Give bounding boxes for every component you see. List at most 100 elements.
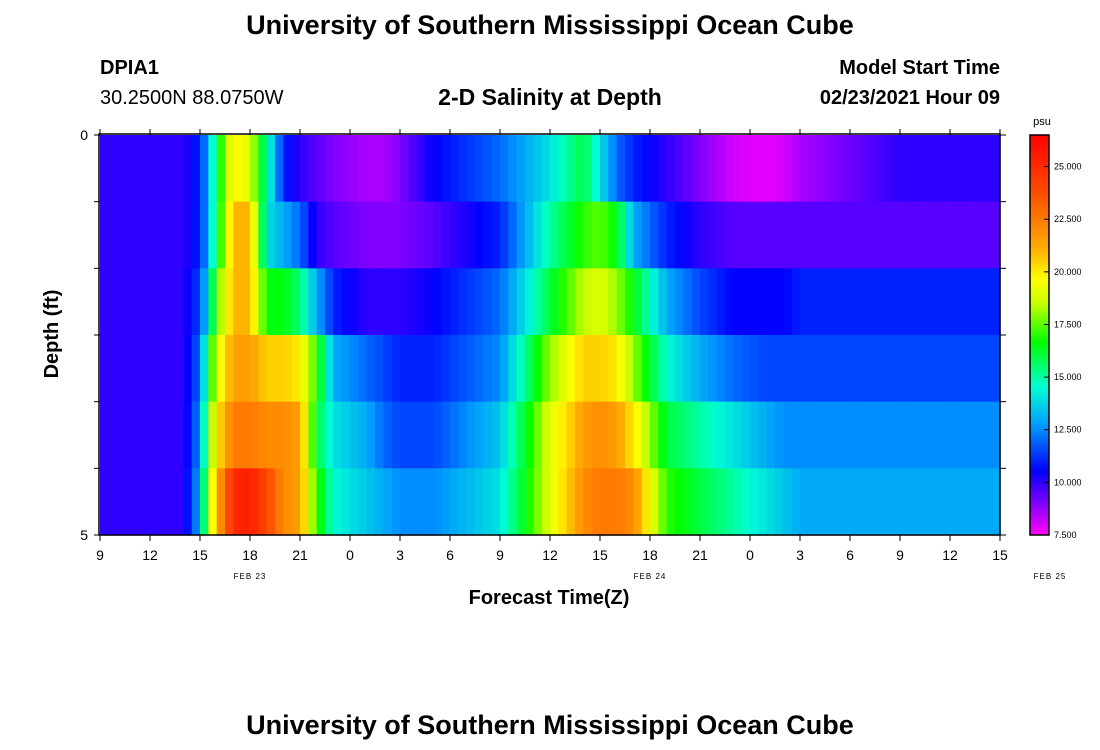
heatmap-cell — [208, 335, 218, 403]
heatmap-cell — [766, 268, 776, 336]
x-axis: 9 12 15 18 21 0 3 6 9 12 15 18 21 0 3 6 9 12 15 FEB 23 FEB 2… — [96, 129, 1067, 581]
heatmap-cell — [825, 335, 834, 403]
heatmap-cell — [341, 135, 351, 203]
heatmap-cell — [225, 135, 234, 203]
x-tick-label: 15 — [592, 547, 608, 563]
x-tick-label: 6 — [446, 547, 454, 563]
heatmap-cell — [816, 135, 826, 203]
heatmap-cell — [866, 201, 876, 269]
heatmap-cell — [825, 468, 834, 536]
heatmap-cell — [716, 335, 726, 403]
heatmap-cell — [750, 268, 759, 336]
heatmap-cell — [675, 335, 684, 403]
heatmap-cell — [858, 201, 868, 269]
x-tick-label: 9 — [96, 547, 104, 563]
heatmap-cell — [391, 201, 401, 269]
heatmap-cell — [233, 135, 243, 203]
heatmap-cell — [725, 335, 734, 403]
heatmap-cell — [625, 201, 634, 269]
heatmap-cell — [600, 268, 609, 336]
heatmap-cell — [125, 135, 134, 203]
heatmap-cell — [666, 401, 676, 469]
heatmap-cell — [516, 335, 526, 403]
heatmap-cell — [375, 401, 384, 469]
heatmap-cell — [933, 135, 943, 203]
x-tick-label: 3 — [396, 547, 404, 563]
heatmap-cell — [266, 135, 276, 203]
heatmap-cell — [900, 135, 909, 203]
heatmap-cell — [200, 335, 209, 403]
heatmap-cell — [225, 468, 234, 536]
heatmap-cell — [683, 401, 693, 469]
heatmap-cell — [716, 268, 726, 336]
heatmap-cell — [875, 468, 884, 536]
heatmap-cell — [208, 135, 218, 203]
heatmap-cell — [325, 201, 334, 269]
heatmap-cell — [108, 401, 118, 469]
heatmap-cell — [541, 201, 551, 269]
colorbar-tick-label: 17.500 — [1054, 319, 1082, 329]
heatmap-cell — [350, 468, 359, 536]
heatmap-cell — [258, 401, 268, 469]
heatmap-cell — [266, 401, 276, 469]
heatmap-cell — [458, 401, 468, 469]
heatmap-cell — [133, 335, 143, 403]
heatmap-cell — [241, 135, 251, 203]
heatmap-cell — [100, 468, 109, 536]
heatmap-cell — [891, 268, 901, 336]
heatmap-cell — [483, 135, 493, 203]
station-id: DPIA1 — [100, 57, 159, 79]
heatmap-cell — [508, 201, 518, 269]
heatmap-cell — [966, 335, 976, 403]
heatmap-cell — [525, 201, 534, 269]
heatmap-cell — [533, 201, 543, 269]
heatmap-cell — [583, 268, 593, 336]
heatmap-cell — [225, 335, 234, 403]
heatmap-cell — [100, 135, 109, 203]
heatmap-cell — [125, 401, 134, 469]
heatmap-cell — [666, 201, 676, 269]
heatmap-cell — [133, 401, 143, 469]
heatmap-cell — [250, 335, 259, 403]
heatmap-cell — [358, 468, 368, 536]
heatmap-cell — [283, 335, 293, 403]
heatmap-cell — [458, 135, 468, 203]
heatmap-cell — [833, 468, 843, 536]
heatmap-cell — [633, 401, 643, 469]
x-tick-label: 21 — [692, 547, 708, 563]
heatmap-cell — [850, 335, 859, 403]
heatmap-cell — [958, 268, 968, 336]
heatmap-cell — [800, 335, 809, 403]
heatmap-cell — [975, 268, 984, 336]
heatmap-cell — [991, 401, 1001, 469]
heatmap-cell — [466, 401, 476, 469]
heatmap-cell — [216, 201, 226, 269]
colorbar-tick-label: 10.000 — [1054, 477, 1082, 487]
heatmap-cell — [600, 401, 609, 469]
heatmap-cell — [658, 401, 668, 469]
heatmap-cell — [983, 335, 993, 403]
heatmap-cell — [575, 268, 584, 336]
heatmap-cell — [925, 201, 934, 269]
date-label: FEB 25 — [1034, 572, 1067, 581]
heatmap-cell — [633, 268, 643, 336]
heatmap-cell — [891, 201, 901, 269]
heatmap-cell — [950, 268, 959, 336]
heatmap-cell — [266, 468, 276, 536]
heatmap-cell — [725, 401, 734, 469]
heatmap-cell — [425, 201, 434, 269]
heatmap-cell — [533, 268, 543, 336]
heatmap-cell — [316, 268, 326, 336]
heatmap-cell — [983, 135, 993, 203]
heatmap-cell — [491, 468, 501, 536]
heatmap-cell — [791, 401, 801, 469]
heatmap-cell — [875, 268, 884, 336]
heatmap-cell — [708, 135, 718, 203]
heatmap-cell — [575, 468, 584, 536]
heatmap-cell — [600, 135, 609, 203]
heatmap-cell — [550, 268, 559, 336]
heatmap-cell — [700, 268, 709, 336]
heatmap-cell — [441, 401, 451, 469]
heatmap-cell — [758, 201, 768, 269]
heatmap-cell — [991, 135, 1001, 203]
